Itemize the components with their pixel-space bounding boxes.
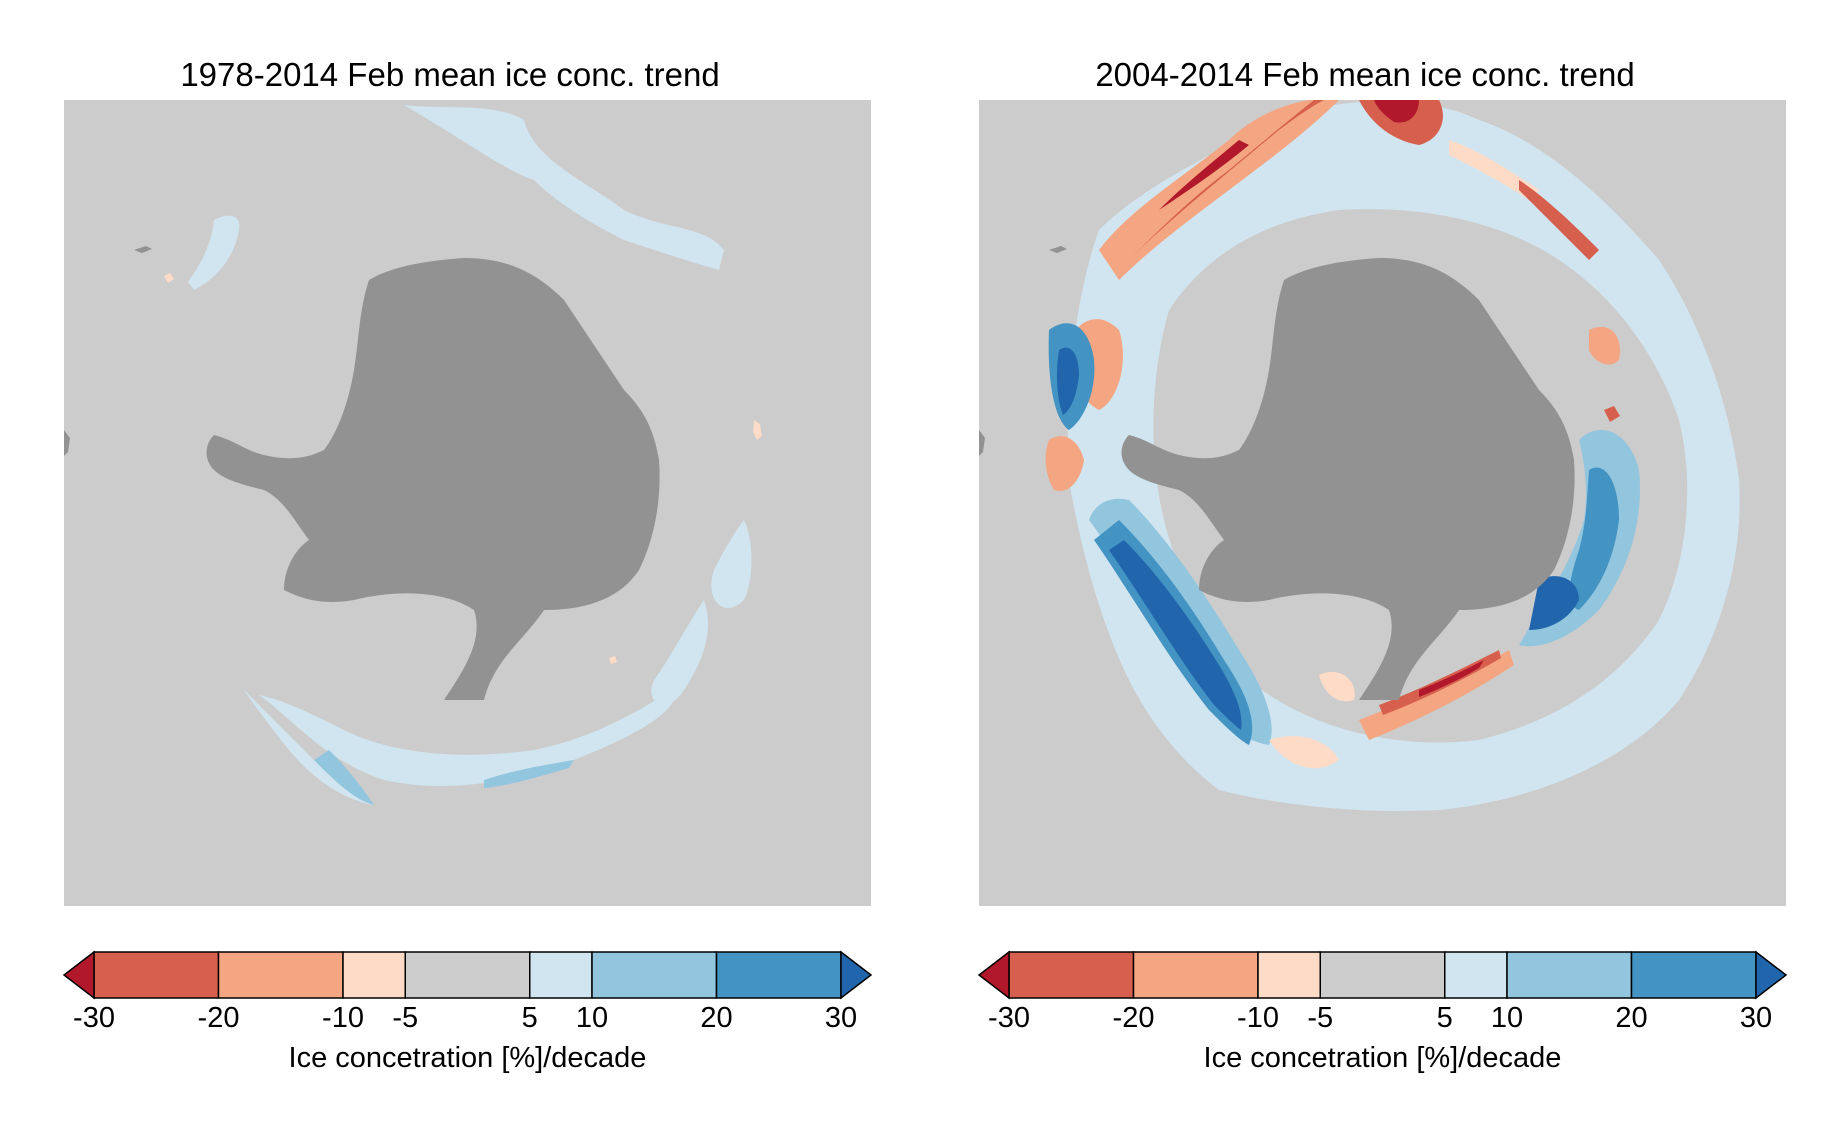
colorbar-tick-label: -20 [197, 1002, 240, 1034]
map-svg-left [64, 100, 871, 906]
map-title-right: 2004-2014 Feb mean ice conc. trend [1095, 56, 1635, 93]
trend-region [1045, 436, 1084, 491]
trend-region [1099, 100, 1339, 280]
trend-region [1319, 671, 1355, 702]
colorbar-tick-label: -30 [73, 1002, 115, 1034]
trend-region [1589, 326, 1620, 365]
trend-region [1056, 347, 1079, 415]
trend-region [1269, 736, 1339, 769]
trend-region [1359, 650, 1514, 740]
island-shape [979, 430, 985, 456]
colorbar-svg-right [977, 950, 1788, 1000]
trend-region [1359, 100, 1443, 145]
trend-region [609, 656, 617, 664]
colorbar-segment [529, 951, 593, 999]
colorbar-extend-over [840, 950, 873, 1000]
colorbar-tick-label: -5 [392, 1002, 419, 1034]
colorbar-tick-label: 20 [1615, 1002, 1648, 1034]
map-title-left: 1978-2014 Feb mean ice conc. trend [180, 56, 720, 93]
colorbar-tick-label: -10 [322, 1002, 364, 1034]
colorbar-segment [404, 951, 531, 999]
colorbar-tick-label: 10 [1490, 1002, 1524, 1034]
trend-region [1519, 180, 1599, 260]
colorbar-extend-over [1755, 950, 1788, 1000]
colorbar-segment [1257, 951, 1321, 999]
map-svg-right [979, 100, 1786, 906]
trend-region [1419, 660, 1484, 697]
colorbar-tick-label: 10 [575, 1002, 609, 1034]
colorbar-left [62, 950, 873, 1000]
trend-region [1569, 467, 1619, 610]
colorbar-tick-label: 5 [1436, 1002, 1453, 1034]
map-right [979, 100, 1786, 906]
trend-region [1529, 576, 1579, 630]
trend-region [651, 600, 708, 706]
colorbar-tick-label: 5 [521, 1002, 538, 1034]
colorbar-ticks-right: -30 -20 -10 -5 5 10 20 30 [979, 1002, 1786, 1038]
antarctica-landmass [1121, 258, 1575, 700]
antarctica-landmass [206, 258, 660, 700]
colorbar-extend-under [977, 950, 1010, 1000]
colorbar-tick-label: -10 [1237, 1002, 1279, 1034]
colorbar-tick-label: -20 [1112, 1002, 1155, 1034]
colorbar-extend-under [62, 950, 95, 1000]
island-shape [64, 430, 70, 456]
trend-region [404, 105, 724, 270]
map-left [64, 100, 871, 906]
colorbar-ticks-left: -30 -20 -10 -5 5 10 20 30 [64, 1002, 871, 1038]
colorbar-segment [93, 951, 220, 999]
trend-region [188, 215, 240, 290]
trend-region [314, 750, 374, 805]
trend-region [1159, 140, 1249, 210]
colorbar-tick-label: 30 [824, 1002, 858, 1034]
colorbar-right [977, 950, 1788, 1000]
colorbar-segment [1444, 951, 1508, 999]
colorbar-tick-label: -30 [988, 1002, 1030, 1034]
colorbar-segment [1008, 951, 1135, 999]
trend-region [259, 695, 674, 787]
map-panel-left: 1978-2014 Feb mean ice conc. trend [0, 0, 900, 1134]
trend-region [484, 760, 574, 788]
colorbar-label-left: Ice concetration [%]/decade [288, 1042, 647, 1074]
map-panel-right: 2004-2014 Feb mean ice conc. trend [915, 0, 1815, 1134]
colorbar-segment [1132, 951, 1259, 999]
trend-region [711, 520, 752, 609]
colorbar-segment [715, 951, 842, 999]
trend-region [1449, 140, 1539, 200]
trend-region [1374, 100, 1419, 123]
colorbar-segment [217, 951, 344, 999]
trend-region [753, 420, 762, 440]
colorbar-segment [1319, 951, 1446, 999]
island-shape [1049, 246, 1067, 253]
colorbar-tick-label: 20 [700, 1002, 733, 1034]
colorbar-segment [591, 951, 718, 999]
colorbar-segment [1506, 951, 1633, 999]
trend-region [1109, 540, 1242, 730]
colorbar-segment [342, 951, 406, 999]
colorbar-svg-left [62, 950, 873, 1000]
colorbar-label-right: Ice concetration [%]/decade [1203, 1042, 1562, 1074]
trend-region [164, 273, 174, 283]
colorbar-tick-label: 30 [1739, 1002, 1773, 1034]
colorbar-segment [1630, 951, 1757, 999]
trend-region [1604, 406, 1620, 422]
colorbar-tick-label: -5 [1307, 1002, 1334, 1034]
island-shape [134, 246, 152, 253]
